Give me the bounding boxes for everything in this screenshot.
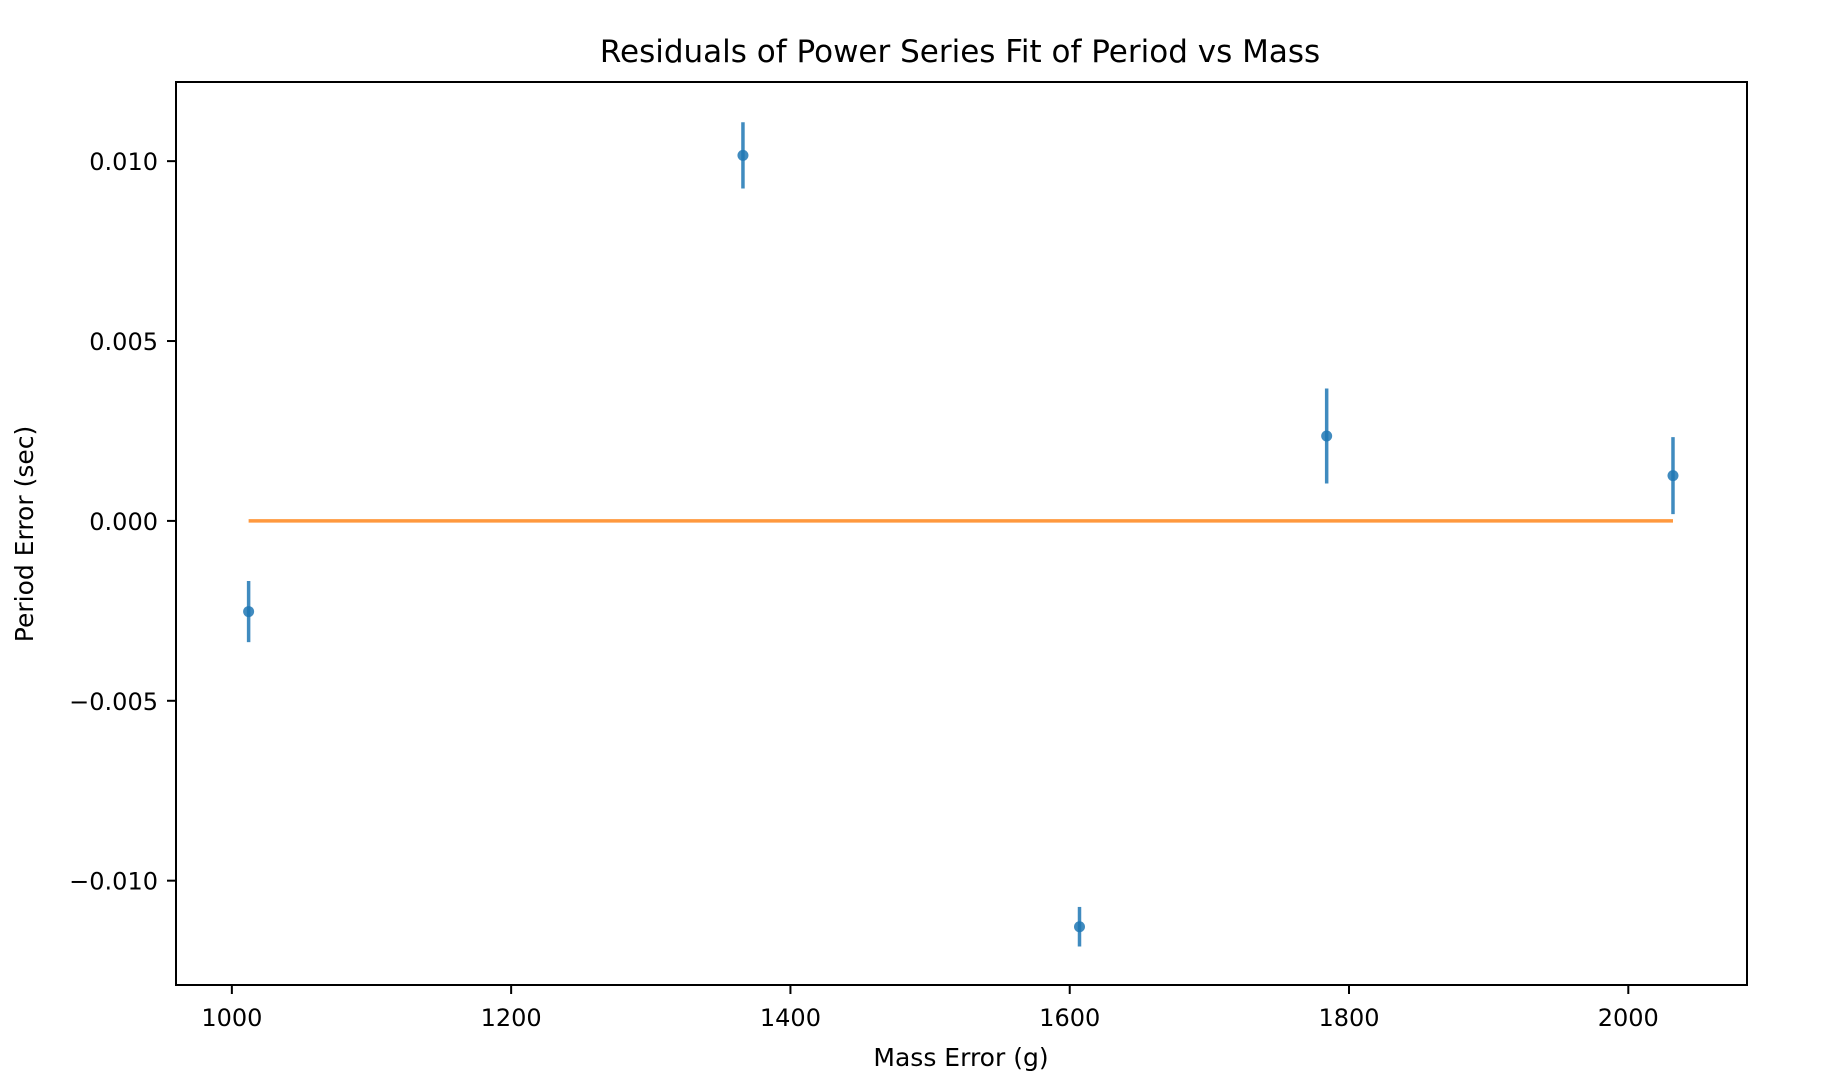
x-tick-label: 1200 (481, 1004, 542, 1032)
data-point (1074, 921, 1085, 932)
x-tick-label: 1400 (760, 1004, 821, 1032)
data-point (243, 606, 254, 617)
y-tick-label: −0.010 (69, 868, 158, 896)
data-point (737, 150, 748, 161)
y-tick-label: −0.005 (69, 688, 158, 716)
data-point (1321, 431, 1332, 442)
x-tick-label: 2000 (1598, 1004, 1659, 1032)
x-axis-label: Mass Error (g) (873, 1043, 1048, 1072)
y-tick-label: 0.000 (89, 508, 158, 536)
y-axis: 0.010 0.005 0.000 −0.005 −0.010 (69, 148, 176, 896)
y-tick-label: 0.010 (89, 148, 158, 176)
plot-area (243, 122, 1678, 946)
chart-title: Residuals of Power Series Fit of Period … (600, 34, 1320, 70)
x-tick-label: 1600 (1039, 1004, 1100, 1032)
y-axis-label: Period Error (sec) (10, 426, 39, 642)
x-tick-label: 1800 (1318, 1004, 1379, 1032)
x-axis: 1000 1200 1400 1600 1800 2000 (201, 985, 1659, 1032)
plot-frame (176, 82, 1747, 985)
y-tick-label: 0.005 (89, 328, 158, 356)
x-tick-label: 1000 (201, 1004, 262, 1032)
data-point (1667, 470, 1678, 481)
